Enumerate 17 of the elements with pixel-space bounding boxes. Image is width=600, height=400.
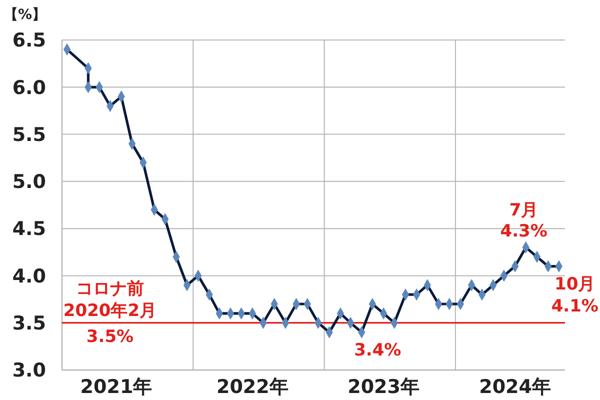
y-tick-label: 3.5 xyxy=(12,312,46,335)
y-tick-label: 6.5 xyxy=(12,30,46,52)
y-tick-label: 5.5 xyxy=(12,124,46,146)
y-tick-label: 3.0 xyxy=(12,360,46,382)
annotation: 10月 4.1% xyxy=(551,274,598,316)
y-tick-label: 4.0 xyxy=(12,265,46,288)
x-tick-label: 2021年 xyxy=(80,376,152,398)
y-tick-label: 5.0 xyxy=(12,171,46,194)
x-tick-label: 2023年 xyxy=(348,376,420,398)
annotation: 7月 4.3% xyxy=(500,200,548,242)
x-tick-label: 2022年 xyxy=(216,376,288,398)
y-axis-title: 【%】 xyxy=(4,7,46,23)
ref-line-label: コロナ前 2020年2月 3.5% xyxy=(63,278,157,347)
annotation: 3.4% xyxy=(354,340,402,360)
x-tick-label: 2024年 xyxy=(479,376,552,398)
y-tick-label: 4.5 xyxy=(12,218,46,240)
y-tick-label: 6.0 xyxy=(12,76,46,99)
